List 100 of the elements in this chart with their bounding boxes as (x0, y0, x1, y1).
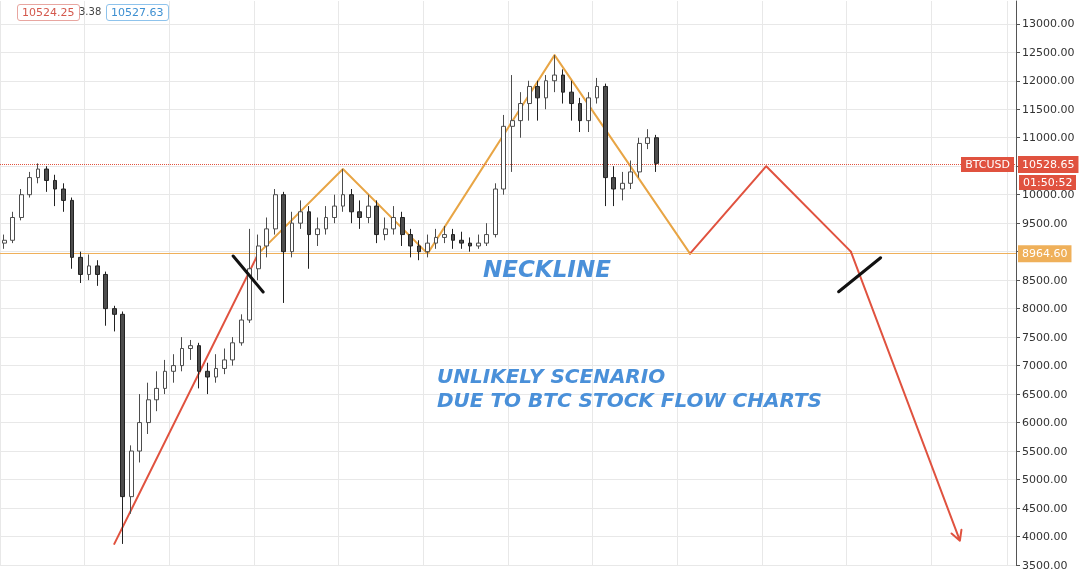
y-tick-label: 12500.00 (1022, 45, 1075, 59)
y-tick-label: 4500.00 (1022, 501, 1068, 515)
candlestick (535, 80, 540, 122)
candlestick (70, 197, 74, 270)
candlestick (273, 188, 278, 236)
candlestick (510, 74, 515, 173)
candlestick (222, 348, 227, 375)
y-tick-label: 4000.00 (1022, 530, 1068, 544)
y-tick-label: 10000.00 (1022, 188, 1075, 202)
candlestick (53, 174, 57, 207)
candlestick (468, 236, 472, 253)
candlestick (425, 234, 430, 258)
candlestick (603, 83, 608, 207)
candlestick (61, 182, 66, 213)
candlestick (434, 228, 438, 250)
candlestick (391, 205, 396, 236)
candlestick (78, 251, 83, 284)
candlestick (112, 305, 117, 332)
candlestick (120, 310, 125, 545)
y-tick-label: 12000.00 (1022, 74, 1075, 88)
candlestick (290, 211, 294, 258)
candlestick (476, 234, 481, 250)
candlestick (569, 80, 574, 122)
candlestick (129, 444, 134, 515)
candlestick (417, 239, 421, 261)
y-tick-label: 6500.00 (1022, 387, 1068, 401)
candlestick (484, 222, 489, 247)
candlestick (315, 216, 320, 247)
annotation: NECKLINE (483, 256, 611, 282)
candlestick (561, 68, 565, 105)
y-tick-label: 3500.00 (1022, 558, 1068, 572)
y-tick-label: 7000.00 (1022, 359, 1068, 373)
candlestick (163, 359, 167, 395)
candlestick (493, 182, 498, 238)
y-tick-label: 9500.00 (1022, 216, 1068, 230)
candlestick (230, 336, 235, 367)
candlestick (527, 80, 532, 122)
candlestick (595, 77, 599, 105)
candlestick (239, 313, 244, 347)
annotation: BTCUSD (961, 156, 1014, 172)
ref-line-label: 10528.65 (1022, 158, 1075, 172)
candlestick (95, 259, 100, 287)
candlestick (349, 188, 354, 224)
candlestick (501, 114, 506, 196)
candlestick (307, 205, 311, 270)
candlestick (408, 228, 413, 258)
candlestick (654, 134, 659, 173)
candlestick (154, 370, 159, 412)
y-tick-label: 5000.00 (1022, 473, 1068, 487)
text: 01:50:52 (1019, 174, 1077, 190)
candlestick (188, 339, 193, 361)
candlestick (36, 162, 40, 184)
candlestick (247, 228, 252, 324)
candlestick (518, 91, 523, 139)
y-tick-label: 11500.00 (1022, 102, 1075, 116)
candlestick (256, 234, 261, 281)
candlestick (137, 393, 142, 463)
candlestick (146, 382, 151, 435)
candlestick (180, 336, 184, 372)
y-tick-label: 5500.00 (1022, 444, 1068, 458)
candlestick (451, 228, 455, 250)
candlestick (374, 199, 379, 244)
candlestick (383, 216, 388, 241)
y-tick-label: 8000.00 (1022, 302, 1068, 316)
candlestick (205, 362, 210, 395)
candlestick (214, 353, 218, 384)
annotation: 10527.63 (106, 4, 169, 21)
candlestick (87, 254, 91, 281)
candlestick (620, 171, 625, 201)
candlestick (10, 211, 15, 244)
candlestick (44, 165, 49, 193)
candlestick (645, 128, 650, 150)
candlestick (281, 191, 286, 304)
candlestick (400, 211, 405, 247)
candlestick (366, 194, 371, 224)
candlestick (27, 171, 32, 199)
candlestick (298, 199, 303, 230)
y-tick-label: 7500.00 (1022, 330, 1068, 344)
ref-line-label: 8964.60 (1022, 247, 1068, 261)
candlestick (611, 165, 616, 207)
annotation: UNLIKELY SCENARIO DUE TO BTC STOCK FLOW CHARTS (437, 364, 822, 412)
candlestick (578, 97, 582, 133)
candlestick (341, 168, 345, 213)
candlestick (103, 271, 108, 327)
candlestick (19, 188, 24, 221)
candlestick (552, 54, 557, 93)
candlestick (628, 160, 633, 190)
candlestick (197, 342, 201, 389)
candlestick (324, 205, 328, 236)
candlestick (332, 194, 337, 224)
y-tick-label: 13000.00 (1022, 17, 1075, 31)
y-tick-label: 6000.00 (1022, 416, 1068, 430)
annotation: 10524.25 (17, 4, 80, 21)
candlestick (637, 137, 642, 179)
candlestick (544, 74, 548, 110)
candlestick (264, 216, 269, 258)
annotation: 3.38 (79, 6, 102, 17)
candlestick (442, 225, 447, 244)
candlestick (357, 199, 362, 230)
candlestick (459, 231, 464, 250)
